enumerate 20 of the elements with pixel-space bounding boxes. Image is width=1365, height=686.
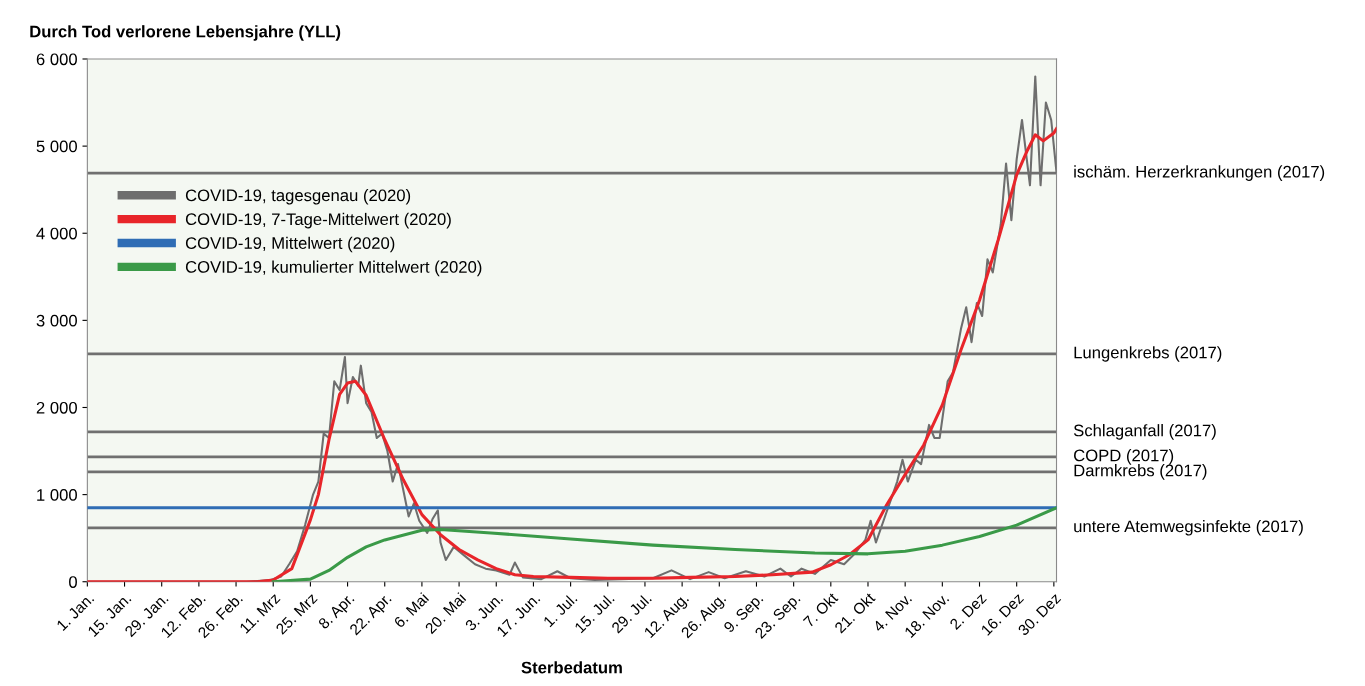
ref-line-label: Lungenkrebs (2017) (1074, 346, 1222, 362)
legend-label: COVID-19, kumulierter Mittelwert (2020) (185, 260, 482, 277)
y-tick-label: 2 000 (36, 401, 77, 414)
ref-line-label: COPD (2017) (1074, 449, 1174, 465)
y-tick-label: 0 (69, 576, 77, 588)
y-tick-label: 1 000 (37, 489, 77, 501)
y-tick-label: 4 000 (36, 227, 77, 240)
x-axis-title: Sterbedatum (521, 661, 622, 674)
y-tick-label: 3 000 (36, 314, 77, 327)
ref-line-label: Darmkrebs (2017) (1074, 464, 1207, 480)
ref-line-label: ischäm. Herzerkrankungen (2017) (1074, 165, 1325, 181)
legend-label: COVID-19, tagesgenau (2020) (185, 189, 411, 205)
line-series (271, 506, 1057, 582)
y-tick-label: 5 000 (36, 140, 77, 153)
ref-line-label: Schlaganfall (2017) (1073, 424, 1216, 440)
legend-label: COVID-19, 7-Tage-Mittelwert (2020) (185, 212, 451, 229)
y-axis-title: Durch Tod verlorene Lebensjahre (YLL) (30, 25, 341, 41)
y-tick-label: 6 000 (36, 53, 77, 66)
ref-line-label: untere Atemwegsinfekte (2017) (1074, 520, 1303, 536)
legend-label: COVID-19, Mittelwert (2020) (185, 236, 395, 253)
